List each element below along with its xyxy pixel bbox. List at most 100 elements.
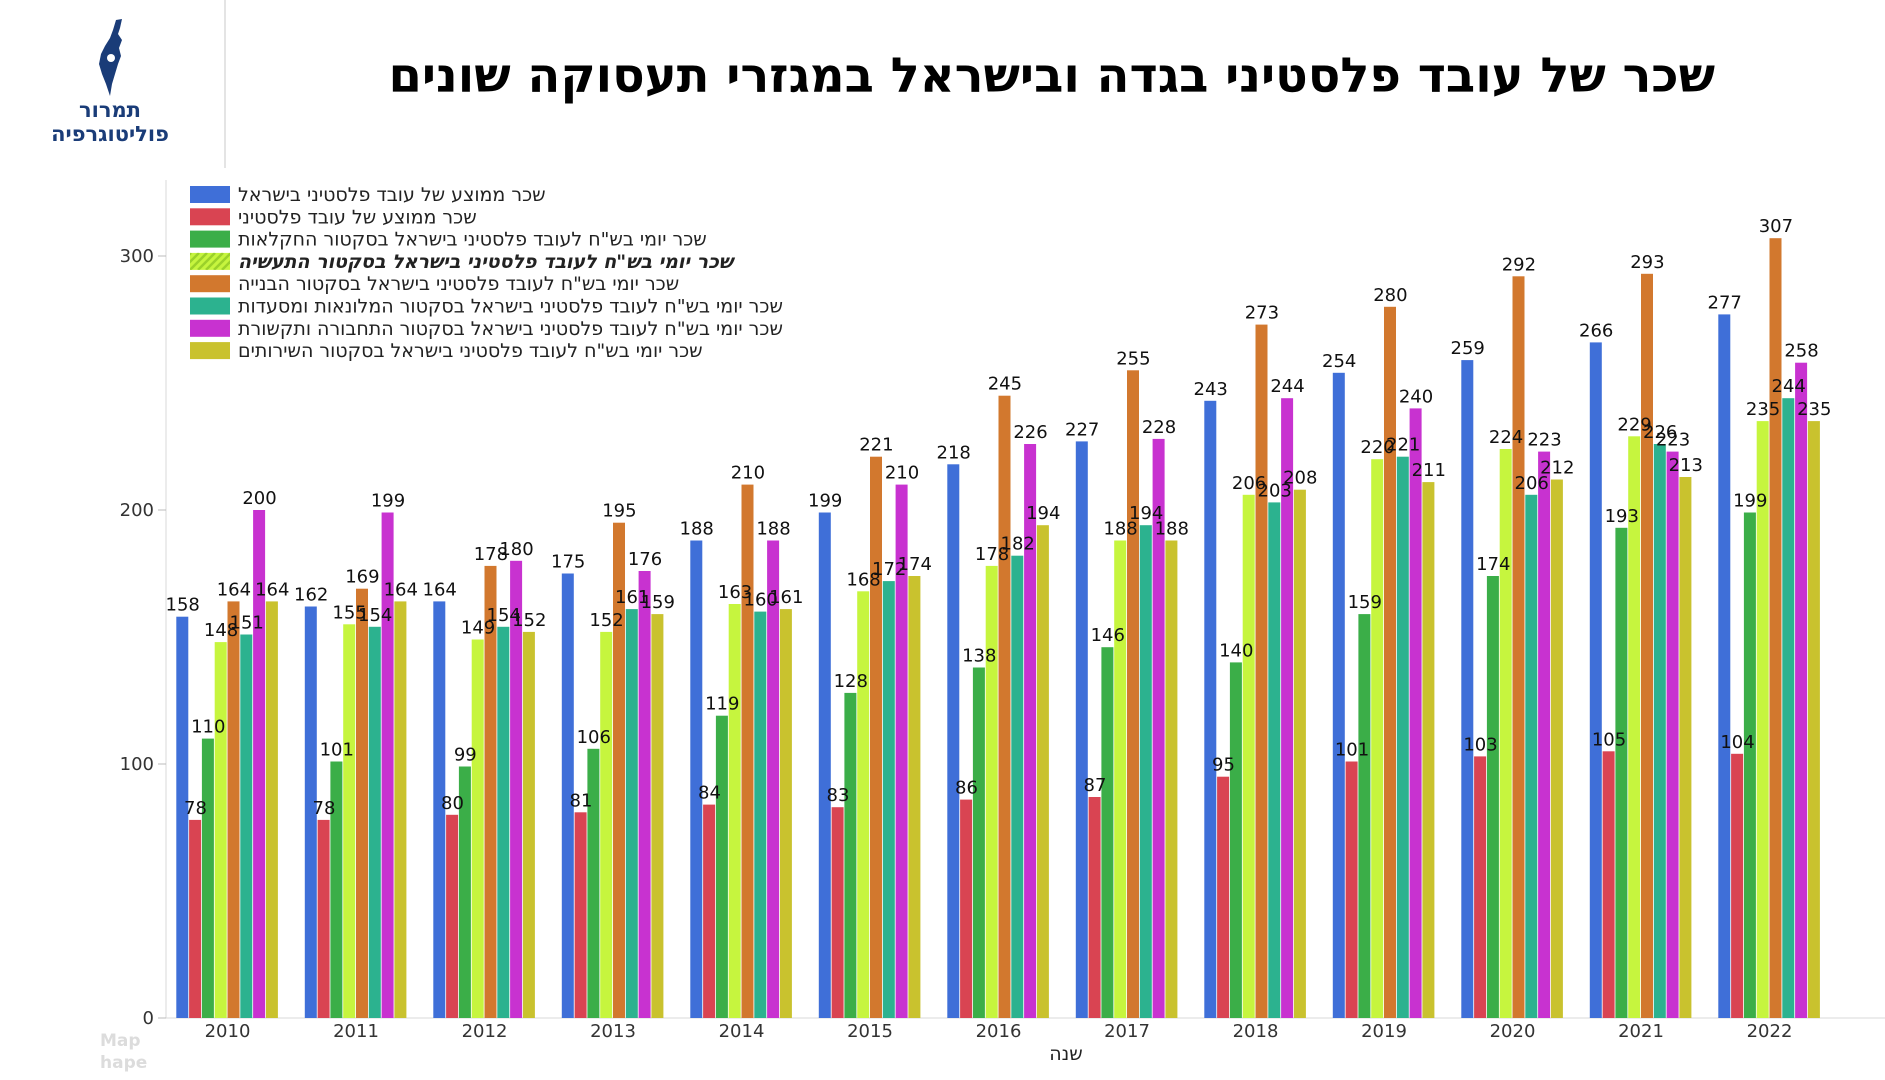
data-label-2019-s4: 280 xyxy=(1373,285,1407,306)
data-label-2015-s7: 174 xyxy=(898,554,932,575)
data-label-2017-s1: 87 xyxy=(1084,775,1107,796)
bar-2011-s7 xyxy=(394,601,407,1018)
bar-2016-s3 xyxy=(985,565,998,1018)
data-label-2013-s7: 159 xyxy=(641,592,675,613)
legend-swatch-hatch xyxy=(197,252,216,270)
bar-2018-s1 xyxy=(1217,776,1230,1018)
data-label-2013-s4: 195 xyxy=(602,501,636,522)
bar-2017-s6 xyxy=(1152,438,1165,1018)
bar-2018-s2 xyxy=(1229,662,1242,1018)
bar-2022-s4 xyxy=(1769,238,1782,1018)
bar-2019-s5 xyxy=(1396,456,1409,1018)
data-label-2016-s7: 194 xyxy=(1026,503,1060,524)
bar-2020-s7 xyxy=(1550,479,1563,1018)
data-label-2011-s2: 101 xyxy=(320,740,354,761)
legend-swatch-6 xyxy=(190,319,230,337)
watermark-line1: Map xyxy=(100,1031,141,1051)
legend-swatch-7 xyxy=(190,342,230,360)
data-label-2017-s5: 194 xyxy=(1129,503,1163,524)
legend-swatch-2 xyxy=(190,230,230,248)
data-label-2019-s3: 220 xyxy=(1360,437,1394,458)
data-label-2010-s1: 78 xyxy=(184,798,207,819)
data-label-2017-s6: 228 xyxy=(1142,417,1176,438)
bar-2011-s0 xyxy=(304,606,317,1018)
bar-2020-s2 xyxy=(1486,576,1499,1018)
data-label-2018-s1: 95 xyxy=(1212,755,1235,776)
data-label-2018-s2: 140 xyxy=(1219,640,1253,661)
legend-entry-5: שכר יומי בש"ח לעובד פלסטיני בישראל בסקטו… xyxy=(238,296,783,318)
brand-name-line1: תמרור xyxy=(78,98,142,122)
x-tick-label-2013: 2013 xyxy=(590,1021,636,1042)
data-label-2022-s3: 235 xyxy=(1746,399,1780,420)
data-label-2012-s5: 154 xyxy=(487,605,521,626)
data-label-2016-s5: 182 xyxy=(1001,534,1035,555)
bar-2021-s2 xyxy=(1615,527,1628,1018)
bar-2022-s3 xyxy=(1756,421,1769,1019)
data-label-2019-s1: 101 xyxy=(1335,740,1369,761)
data-label-2010-s4: 164 xyxy=(217,579,251,600)
bar-2010-s1 xyxy=(189,819,202,1018)
bar-2012-s6 xyxy=(510,560,523,1018)
legend-entry-1: שכר ממוצע של עובד פלסטיני xyxy=(238,206,477,228)
bar-2019-s4 xyxy=(1384,306,1396,1018)
bar-2014-s4 xyxy=(741,484,754,1019)
x-tick-label-2019: 2019 xyxy=(1361,1021,1407,1042)
data-label-2015-s2: 128 xyxy=(834,671,868,692)
data-label-2016-s4: 245 xyxy=(988,374,1022,395)
bar-2015-s3 xyxy=(857,591,870,1018)
bar-2016-s1 xyxy=(960,799,973,1018)
bars-layer xyxy=(176,238,1820,1019)
data-label-2015-s6: 210 xyxy=(885,463,919,484)
data-label-2011-s7: 164 xyxy=(384,579,418,600)
data-label-2016-s1: 86 xyxy=(955,778,978,799)
bar-2013-s6 xyxy=(638,571,651,1018)
brand-name-line2: פוליטוגרפיה xyxy=(51,122,169,146)
legend-swatch-hatch xyxy=(205,252,224,270)
data-label-2012-s7: 152 xyxy=(512,610,546,631)
bar-2012-s4 xyxy=(484,565,497,1018)
data-label-2016-s3: 178 xyxy=(975,544,1009,565)
bar-2012-s3 xyxy=(471,639,484,1018)
bar-2019-s2 xyxy=(1358,614,1371,1018)
bar-2016-s2 xyxy=(972,667,985,1018)
bar-2022-s2 xyxy=(1743,512,1756,1018)
bar-2010-s7 xyxy=(265,601,278,1018)
bar-2010-s0 xyxy=(176,616,189,1018)
data-label-2011-s0: 162 xyxy=(294,585,328,606)
data-label-2020-s7: 212 xyxy=(1540,458,1574,479)
data-label-2017-s0: 227 xyxy=(1065,419,1099,440)
bar-2016-s0 xyxy=(947,464,960,1018)
bar-2022-s1 xyxy=(1731,753,1744,1018)
legend-entry-0: שכר ממוצע של עובד פלסטיני בישראל xyxy=(238,184,546,206)
legend-swatch-hatch xyxy=(190,252,192,256)
watermark-line2: hape xyxy=(100,1053,147,1073)
x-tick-label-2014: 2014 xyxy=(719,1021,765,1042)
data-label-2019-s0: 254 xyxy=(1322,351,1356,372)
bar-2014-s2 xyxy=(715,715,728,1018)
data-label-2011-s6: 199 xyxy=(371,491,405,512)
data-label-2020-s5: 206 xyxy=(1515,473,1549,494)
data-label-2019-s2: 159 xyxy=(1348,592,1382,613)
chart-panel: 158 78 110 148 164 151 200 164 162 78 101 155 169 154… xyxy=(98,180,1885,1080)
bar-2012-s1 xyxy=(446,814,459,1018)
data-label-2012-s0: 164 xyxy=(423,579,457,600)
y-tick-label-100: 100 xyxy=(120,754,154,775)
axis-layer: 2010 2011 2012 2013 2014 2015 2016 2017 2018 2019… xyxy=(120,246,1793,1042)
data-label-2020-s0: 259 xyxy=(1451,338,1485,359)
bar-2013-s2 xyxy=(587,748,600,1018)
y-tick-label-0: 0 xyxy=(143,1008,154,1029)
data-label-2021-s7: 213 xyxy=(1669,455,1703,476)
bar-2020-s4 xyxy=(1512,276,1525,1018)
data-label-2018-s6: 244 xyxy=(1270,376,1304,397)
bar-2021-s3 xyxy=(1628,436,1641,1018)
bar-2015-s6 xyxy=(895,484,908,1019)
slide-title: שכר של עובד פלסטיני בגדה ובישראל במגזרי … xyxy=(388,48,1715,104)
data-label-2021-s0: 266 xyxy=(1579,320,1613,341)
bar-2013-s3 xyxy=(600,631,613,1018)
bar-2011-s2 xyxy=(330,761,343,1018)
bar-2012-s0 xyxy=(433,601,446,1018)
data-label-2013-s6: 176 xyxy=(628,549,662,570)
data-label-2017-s3: 188 xyxy=(1103,519,1137,540)
bar-2021-s0 xyxy=(1589,342,1602,1018)
bar-2016-s7 xyxy=(1036,525,1049,1018)
